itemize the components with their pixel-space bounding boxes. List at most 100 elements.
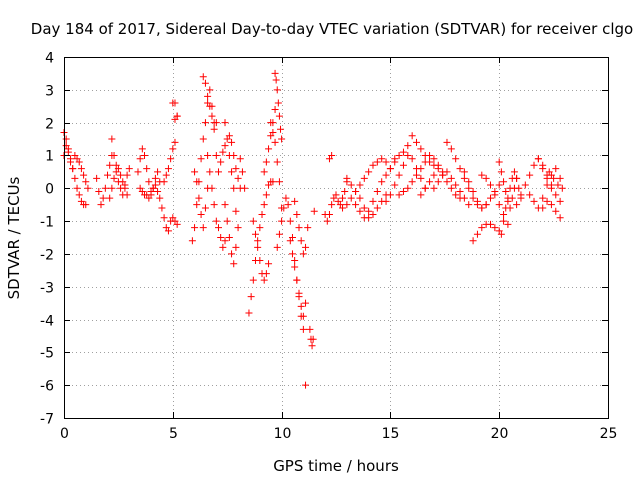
data-point xyxy=(343,201,351,209)
data-point xyxy=(502,188,510,196)
data-point xyxy=(217,158,225,166)
data-point xyxy=(515,184,523,192)
data-point xyxy=(221,119,229,127)
y-tick-label: -5 xyxy=(40,346,54,362)
data-point xyxy=(275,178,283,186)
data-point xyxy=(408,178,416,186)
data-point xyxy=(271,138,279,146)
data-point xyxy=(421,158,429,166)
data-point xyxy=(302,243,310,251)
data-point xyxy=(352,201,360,209)
x-tick-label: 10 xyxy=(274,426,292,442)
series-arc-16 xyxy=(225,132,244,192)
data-point xyxy=(291,263,299,271)
data-point xyxy=(191,168,199,176)
data-point xyxy=(275,112,283,120)
data-point xyxy=(221,142,229,150)
series-arc-33 xyxy=(343,174,390,222)
series-arc-11 xyxy=(188,86,220,245)
data-point xyxy=(404,151,412,159)
data-point xyxy=(539,204,547,212)
data-point xyxy=(232,243,240,251)
data-point xyxy=(214,168,222,176)
data-point xyxy=(526,191,534,199)
series-arc-13 xyxy=(191,168,212,232)
data-point xyxy=(151,174,159,182)
data-point xyxy=(356,181,364,189)
series-arc-09 xyxy=(160,138,179,186)
data-point xyxy=(430,155,438,163)
data-point xyxy=(297,302,305,310)
data-point xyxy=(254,237,262,245)
data-point xyxy=(386,165,394,173)
series-arc-39 xyxy=(430,168,473,209)
data-point xyxy=(286,217,294,225)
data-point xyxy=(347,181,355,189)
x-tick-label: 0 xyxy=(60,426,69,442)
data-point xyxy=(273,243,281,251)
series-arc-29 xyxy=(302,381,310,389)
data-point xyxy=(491,191,499,199)
y-tick-label: -3 xyxy=(40,281,54,297)
data-point xyxy=(210,125,218,133)
series-arc-38 xyxy=(417,165,464,202)
data-point xyxy=(143,165,151,173)
plot-frame xyxy=(64,57,609,419)
data-point xyxy=(191,224,199,232)
series-arc-25 xyxy=(273,194,307,333)
data-point xyxy=(500,211,508,219)
y-tick-label: -2 xyxy=(40,248,54,264)
data-point xyxy=(254,243,262,251)
data-point xyxy=(123,191,131,199)
data-point xyxy=(164,227,172,235)
data-point xyxy=(293,276,301,284)
data-point xyxy=(378,178,386,186)
data-point xyxy=(262,158,270,166)
data-point xyxy=(269,178,277,186)
data-point xyxy=(539,161,547,169)
data-point xyxy=(160,178,168,186)
data-point xyxy=(147,191,155,199)
x-axis-ticks: 0 5 10 15 20 25 xyxy=(60,57,617,442)
data-point xyxy=(265,145,273,153)
data-point xyxy=(228,250,236,258)
data-point xyxy=(262,270,270,278)
data-point xyxy=(284,201,292,209)
data-point xyxy=(328,151,336,159)
data-point xyxy=(478,171,486,179)
data-point xyxy=(82,178,90,186)
data-point xyxy=(504,220,512,228)
data-point xyxy=(413,171,421,179)
data-point xyxy=(552,191,560,199)
data-point xyxy=(145,178,153,186)
y-tick-label: -7 xyxy=(40,412,54,428)
series-arc-23 xyxy=(271,69,286,143)
data-point xyxy=(478,204,486,212)
data-point xyxy=(486,194,494,202)
data-point xyxy=(271,69,279,77)
data-point xyxy=(556,197,564,205)
data-point xyxy=(212,119,220,127)
data-point xyxy=(447,145,455,153)
data-point xyxy=(408,155,416,163)
data-point xyxy=(106,194,114,202)
data-point xyxy=(373,188,381,196)
data-point xyxy=(206,102,214,110)
data-point xyxy=(373,204,381,212)
data-point xyxy=(356,207,364,215)
y-tick-label: 3 xyxy=(45,84,54,100)
data-point xyxy=(219,148,227,156)
series-arc-31 xyxy=(325,151,336,163)
data-point xyxy=(447,174,455,182)
series-arc-45 xyxy=(497,168,525,238)
data-point xyxy=(456,165,464,173)
data-point xyxy=(417,165,425,173)
data-point xyxy=(534,155,542,163)
data-point xyxy=(278,217,286,225)
data-point xyxy=(73,184,81,192)
data-point xyxy=(201,204,209,212)
data-point xyxy=(173,220,181,228)
data-point xyxy=(291,197,299,205)
data-point xyxy=(241,184,249,192)
